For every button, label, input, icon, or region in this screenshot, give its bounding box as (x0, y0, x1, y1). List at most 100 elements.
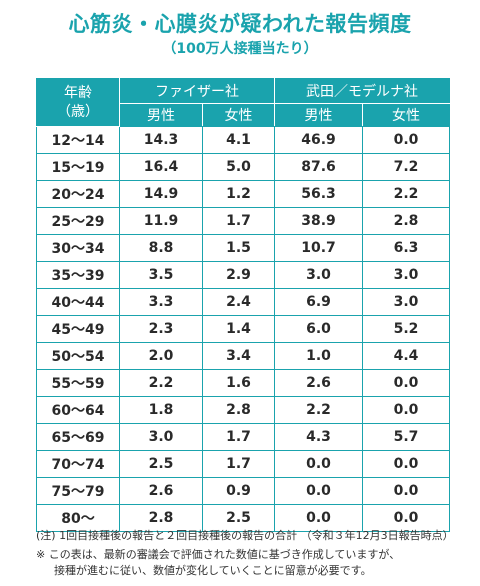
rate-value-cell: 0.0 (274, 450, 363, 478)
table-row: 12〜14 14.3 4.1 46.9 0.0 (36, 126, 450, 154)
rate-value-cell: 2.2 (119, 369, 203, 397)
age-header-label: 年齢 (64, 84, 92, 101)
rate-value-cell: 5.0 (202, 153, 275, 181)
rate-value-cell: 3.0 (362, 288, 450, 316)
rate-value-cell: 4.4 (362, 342, 450, 370)
age-column-header: 年齢 （歳） (36, 78, 120, 127)
table-row: 30〜34 8.8 1.5 10.7 6.3 (36, 234, 450, 262)
group-header-moderna: 武田／モデルナ社 (274, 78, 450, 104)
rate-value-cell: 3.3 (119, 288, 203, 316)
disclaimer-line-1: ※ この表は、最新の審議会で評価された数値に基づき作成していますが、 (36, 548, 401, 561)
rate-value-cell: 1.0 (274, 342, 363, 370)
rate-value-cell: 46.9 (274, 126, 363, 154)
rate-value-cell: 1.7 (202, 423, 275, 451)
subheader-male: 男性 (274, 103, 363, 127)
rate-value-cell: 4.1 (202, 126, 275, 154)
page-title: 心筋炎・心膜炎が疑われた報告頻度 (68, 12, 412, 36)
age-header-unit: （歳） (57, 103, 99, 120)
table-row: 45〜49 2.3 1.4 6.0 5.2 (36, 315, 450, 343)
rate-value-cell: 8.8 (119, 234, 203, 262)
rate-value-cell: 3.4 (202, 342, 275, 370)
rate-value-cell: 6.0 (274, 315, 363, 343)
rate-value-cell: 0.0 (362, 504, 450, 532)
rate-value-cell: 2.8 (119, 504, 203, 532)
rate-value-cell: 3.0 (362, 261, 450, 289)
age-range-cell: 65〜69 (36, 423, 120, 451)
age-range-cell: 35〜39 (36, 261, 120, 289)
rate-value-cell: 2.2 (274, 396, 363, 424)
rate-value-cell: 11.9 (119, 207, 203, 235)
rate-value-cell: 2.3 (119, 315, 203, 343)
rate-value-cell: 10.7 (274, 234, 363, 262)
report-frequency-table: 年齢 （歳） ファイザー社 武田／モデルナ社 男性 女性 男性 女性 12〜14… (36, 78, 450, 532)
table-row: 55〜59 2.2 1.6 2.6 0.0 (36, 369, 450, 397)
rate-value-cell: 14.3 (119, 126, 203, 154)
rate-value-cell: 0.0 (362, 396, 450, 424)
rate-value-cell: 1.6 (202, 369, 275, 397)
rate-value-cell: 1.5 (202, 234, 275, 262)
age-range-cell: 20〜24 (36, 180, 120, 208)
table-row: 70〜74 2.5 1.7 0.0 0.0 (36, 450, 450, 478)
rate-value-cell: 2.0 (119, 342, 203, 370)
table-row: 35〜39 3.5 2.9 3.0 3.0 (36, 261, 450, 289)
footnote: (注) 1回目接種後の報告と２回目接種後の報告の合計 （令和３年12月3日報告時… (36, 529, 454, 542)
rate-value-cell: 1.4 (202, 315, 275, 343)
disclaimer: ※ この表は、最新の審議会で評価された数値に基づき作成していますが、 接種が進む… (36, 547, 400, 579)
table-row: 80〜 2.8 2.5 0.0 0.0 (36, 504, 450, 532)
rate-value-cell: 87.6 (274, 153, 363, 181)
age-range-cell: 60〜64 (36, 396, 120, 424)
rate-value-cell: 4.3 (274, 423, 363, 451)
age-range-cell: 75〜79 (36, 477, 120, 505)
rate-value-cell: 16.4 (119, 153, 203, 181)
table-row: 60〜64 1.8 2.8 2.2 0.0 (36, 396, 450, 424)
rate-value-cell: 3.0 (119, 423, 203, 451)
rate-value-cell: 0.0 (362, 369, 450, 397)
rate-value-cell: 2.9 (202, 261, 275, 289)
table-row: 75〜79 2.6 0.9 0.0 0.0 (36, 477, 450, 505)
rate-value-cell: 1.7 (202, 207, 275, 235)
table-body: 12〜14 14.3 4.1 46.9 0.0 15〜19 16.4 5.0 87.6 7.2 20… (36, 126, 450, 532)
age-range-cell: 80〜 (36, 504, 120, 532)
subheader-female: 女性 (362, 103, 450, 127)
table-row: 15〜19 16.4 5.0 87.6 7.2 (36, 153, 450, 181)
rate-value-cell: 56.3 (274, 180, 363, 208)
rate-value-cell: 1.2 (202, 180, 275, 208)
rate-value-cell: 0.0 (274, 504, 363, 532)
rate-value-cell: 1.7 (202, 450, 275, 478)
rate-value-cell: 5.7 (362, 423, 450, 451)
age-range-cell: 15〜19 (36, 153, 120, 181)
rate-value-cell: 0.9 (202, 477, 275, 505)
age-range-cell: 25〜29 (36, 207, 120, 235)
rate-value-cell: 2.6 (119, 477, 203, 505)
rate-value-cell: 2.4 (202, 288, 275, 316)
age-range-cell: 70〜74 (36, 450, 120, 478)
disclaimer-line-2: 接種が進むに従い、数値が変化していくことに留意が必要です。 (54, 564, 372, 577)
rate-value-cell: 7.2 (362, 153, 450, 181)
table-row: 50〜54 2.0 3.4 1.0 4.4 (36, 342, 450, 370)
rate-value-cell: 2.6 (274, 369, 363, 397)
age-range-cell: 40〜44 (36, 288, 120, 316)
group-header-pfizer: ファイザー社 (119, 78, 275, 104)
rate-value-cell: 0.0 (274, 477, 363, 505)
rate-value-cell: 0.0 (362, 477, 450, 505)
page-subtitle: （100万人接種当たり） (162, 41, 318, 57)
subheader-male: 男性 (119, 103, 203, 127)
rate-value-cell: 0.0 (362, 450, 450, 478)
rate-value-cell: 2.2 (362, 180, 450, 208)
table-row: 40〜44 3.3 2.4 6.9 3.0 (36, 288, 450, 316)
rate-value-cell: 2.8 (362, 207, 450, 235)
rate-value-cell: 2.8 (202, 396, 275, 424)
age-range-cell: 12〜14 (36, 126, 120, 154)
rate-value-cell: 3.5 (119, 261, 203, 289)
age-range-cell: 45〜49 (36, 315, 120, 343)
table-row: 65〜69 3.0 1.7 4.3 5.7 (36, 423, 450, 451)
table-row: 20〜24 14.9 1.2 56.3 2.2 (36, 180, 450, 208)
rate-value-cell: 14.9 (119, 180, 203, 208)
subheader-female: 女性 (202, 103, 275, 127)
rate-value-cell: 38.9 (274, 207, 363, 235)
rate-value-cell: 6.3 (362, 234, 450, 262)
age-range-cell: 30〜34 (36, 234, 120, 262)
rate-value-cell: 6.9 (274, 288, 363, 316)
table-row: 25〜29 11.9 1.7 38.9 2.8 (36, 207, 450, 235)
rate-value-cell: 3.0 (274, 261, 363, 289)
